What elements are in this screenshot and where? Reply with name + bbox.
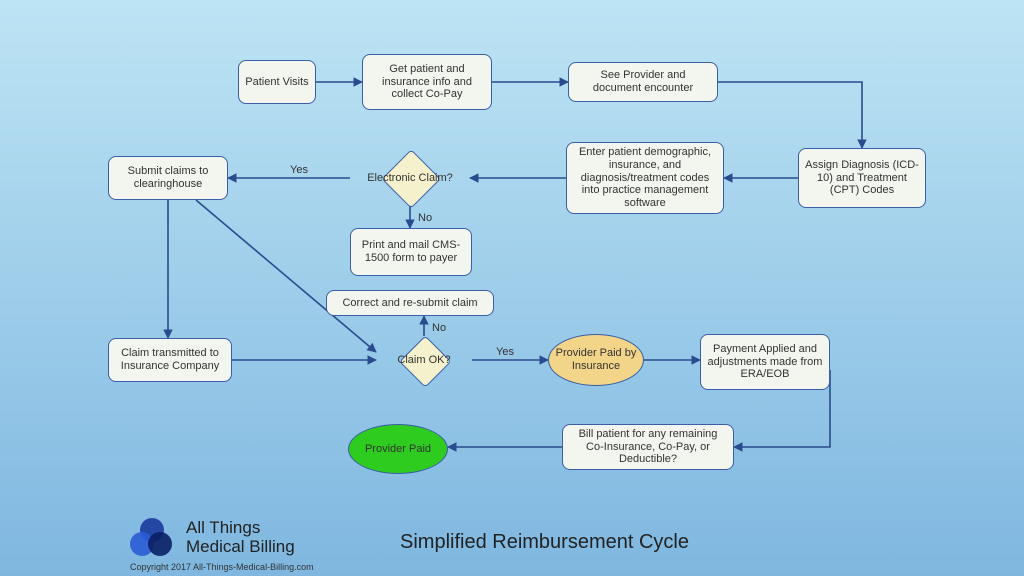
node-correct: Correct and re-submit claim bbox=[326, 290, 494, 316]
node-transmit: Claim transmitted to Insurance Company bbox=[108, 338, 232, 382]
node-assign: Assign Diagnosis (ICD-10) and Treatment … bbox=[798, 148, 926, 208]
logo-icon bbox=[130, 518, 174, 558]
node-provpaid: Provider Paid bbox=[348, 424, 448, 474]
node-claimok: Claim OK? bbox=[376, 336, 472, 384]
edge-submit-claimok bbox=[196, 200, 376, 352]
footer: All Things Medical Billing bbox=[130, 518, 295, 558]
node-enter: Enter patient demographic, insurance, an… bbox=[566, 142, 724, 214]
node-billpat: Bill patient for any remaining Co-Insura… bbox=[562, 424, 734, 470]
node-printmail: Print and mail CMS-1500 form to payer bbox=[350, 228, 472, 276]
node-paidby: Provider Paid by Insurance bbox=[548, 334, 644, 386]
node-label: Electronic Claim? bbox=[350, 150, 470, 206]
copyright-text: Copyright 2017 All-Things-Medical-Billin… bbox=[130, 562, 314, 572]
node-seeprov: See Provider and document encounter bbox=[568, 62, 718, 102]
brand-line1: All Things bbox=[186, 519, 295, 538]
node-eclaim: Electronic Claim? bbox=[350, 150, 470, 206]
edge-label-claimok-paidby: Yes bbox=[496, 346, 514, 358]
node-submit: Submit claims to clearinghouse bbox=[108, 156, 228, 200]
edge-label-eclaim-submit: Yes bbox=[290, 164, 308, 176]
edge-label-eclaim-printmail: No bbox=[418, 212, 432, 224]
node-label: Claim OK? bbox=[376, 336, 472, 384]
brand-text: All Things Medical Billing bbox=[186, 519, 295, 556]
edge-label-claimok-correct: No bbox=[432, 322, 446, 334]
diagram-title: Simplified Reimbursement Cycle bbox=[400, 531, 689, 554]
node-payment: Payment Applied and adjustments made fro… bbox=[700, 334, 830, 390]
flowchart-stage: Patient Visits Get patient and insurance … bbox=[0, 0, 1024, 576]
node-getinfo: Get patient and insurance info and colle… bbox=[362, 54, 492, 110]
brand-line2: Medical Billing bbox=[186, 538, 295, 557]
edge-layer bbox=[0, 0, 1024, 576]
edge-seeprov-assign bbox=[718, 82, 862, 148]
node-visits: Patient Visits bbox=[238, 60, 316, 104]
